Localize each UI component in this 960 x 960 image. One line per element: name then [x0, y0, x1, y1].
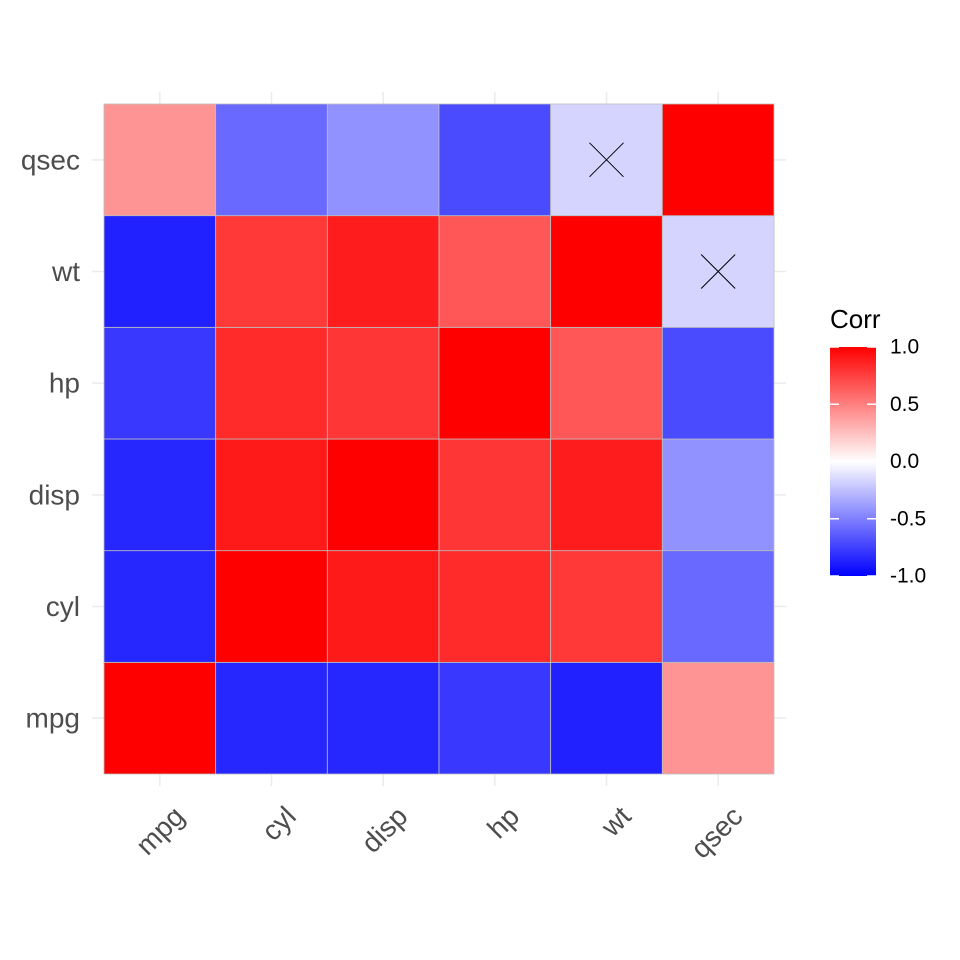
- heatmap-cell-mpg-wt: [550, 661, 663, 775]
- heatmap-cell-qsec-qsec: [661, 103, 775, 217]
- heatmap-cell-qsec-disp: [326, 103, 440, 217]
- insignificant-marker: [589, 142, 624, 178]
- legend-ticks: 1.0 0.5 0.0 -0.5 -1.0: [830, 336, 926, 588]
- legend: Corr 1.0 0.5 0.0 -0.5 -1.0: [830, 304, 926, 588]
- heatmap-cell-mpg-disp: [326, 661, 440, 775]
- heatmap-cell-cyl-wt: [550, 550, 663, 663]
- heatmap-cell-wt-wt: [550, 215, 663, 328]
- heatmap-cell-wt-mpg: [103, 215, 217, 328]
- heatmap-cell-hp-hp: [438, 326, 552, 440]
- heatmap-cell-disp-qsec: [661, 438, 775, 552]
- heatmap-cell-cyl-disp: [326, 550, 440, 663]
- insignificance-markers: [589, 142, 736, 289]
- heatmap-cell-qsec-mpg: [103, 103, 217, 217]
- x-tick-label: cyl: [256, 800, 302, 846]
- heatmap-cell-hp-cyl: [215, 326, 328, 440]
- heatmap-cell-hp-disp: [326, 326, 440, 440]
- x-tick-label: qsec: [685, 800, 749, 864]
- legend-tick-label: -0.5: [890, 507, 926, 530]
- x-tick-label: mpg: [130, 800, 190, 860]
- heatmap-cell-wt-disp: [326, 215, 440, 328]
- heatmap-cell-disp-disp: [326, 438, 440, 552]
- heatmap-cell-mpg-cyl: [215, 661, 328, 775]
- y-tick-label: mpg: [26, 703, 80, 734]
- heatmap-cell-qsec-hp: [438, 103, 552, 217]
- heatmap-cell-wt-cyl: [215, 215, 328, 328]
- y-tick-label: cyl: [46, 591, 80, 622]
- heatmap-cell-mpg-qsec: [661, 661, 775, 775]
- legend-tick-label: 0.0: [890, 450, 919, 473]
- heatmap-cell-cyl-qsec: [661, 550, 775, 663]
- heatmap-cell-wt-hp: [438, 215, 552, 328]
- y-tick-label: wt: [51, 256, 80, 287]
- heatmap-cell-cyl-mpg: [103, 550, 217, 663]
- insignificant-marker: [700, 254, 736, 289]
- legend-tick-label: -1.0: [890, 565, 926, 588]
- legend-tick-label: 0.5: [890, 393, 919, 416]
- heatmap-cell-disp-wt: [550, 438, 663, 552]
- heatmap-cell-hp-qsec: [661, 326, 775, 440]
- x-tick-label: hp: [481, 800, 525, 844]
- x-tick-label: wt: [594, 800, 637, 843]
- x-axis-tick-labels: mpg cyl disp hp wt qsec: [130, 800, 749, 864]
- heatmap-cell-qsec-cyl: [215, 103, 328, 217]
- heatmap-cell-disp-cyl: [215, 438, 328, 552]
- heatmap-cell-hp-wt: [550, 326, 663, 440]
- y-axis-tick-labels: mpg cyl disp hp wt qsec: [21, 144, 80, 733]
- y-tick-label: qsec: [21, 144, 80, 175]
- heatmap-cell-cyl-cyl: [215, 550, 328, 663]
- heatmap-cell-mpg-mpg: [103, 661, 217, 775]
- heatmap-cell-mpg-hp: [438, 661, 552, 775]
- legend-tick-label: 1.0: [890, 336, 919, 359]
- heatmap-cell-cyl-hp: [438, 550, 552, 663]
- heatmap-cells: [103, 103, 775, 775]
- y-tick-label: hp: [49, 368, 80, 399]
- heatmap-cell-disp-mpg: [103, 438, 217, 552]
- heatmap-cell-disp-hp: [438, 438, 552, 552]
- legend-title: Corr: [830, 304, 881, 334]
- heatmap-cell-hp-mpg: [103, 326, 217, 440]
- y-tick-label: disp: [29, 479, 80, 510]
- x-tick-label: disp: [355, 800, 413, 858]
